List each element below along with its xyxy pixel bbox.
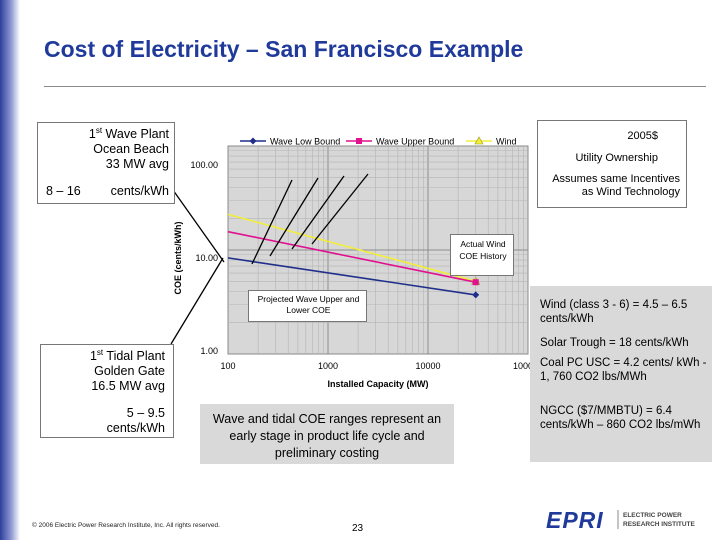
series-marker-0: [472, 291, 480, 299]
arrow-projected-4: [311, 173, 369, 245]
arrow-projected-2: [269, 177, 319, 257]
tidal-ordinal-suffix: st: [96, 347, 104, 357]
arrow-tidal: [170, 257, 224, 345]
arrows: [170, 173, 463, 345]
tidal-plant-callout: 1st Tidal Plant Golden Gate 16.5 MW avg …: [40, 344, 174, 438]
ranges-note-callout: Wave and tidal COE ranges represent an e…: [200, 404, 454, 464]
arrow-projected-3: [291, 175, 345, 250]
tidal-plant-capacity: 16.5 MW avg: [91, 379, 165, 393]
incentives-note: Assumes same Incentives as Wind Technolo…: [552, 173, 680, 198]
legend-label-0: Wave Low Bound: [270, 137, 340, 147]
x-tick-label-0: 100: [220, 361, 235, 371]
wave-plant-callout: 1st Wave Plant Ocean Beach 33 MW avg 8 –…: [37, 122, 175, 204]
wave-coe-unit: cents/kWh: [110, 184, 169, 198]
copyright-footer: © 2006 Electric Power Research Institute…: [32, 522, 220, 529]
chart-legend: Wave Low Bound Wave Upper Bound Wind: [240, 136, 517, 147]
series-line-1: [227, 230, 476, 284]
tidal-coe-range: 5 – 9.5: [126, 406, 165, 420]
ranges-note: Wave and tidal COE ranges represent an e…: [212, 412, 442, 460]
y-axis-label: COE (cents/kWh): [173, 221, 183, 294]
ownership-note: Utility Ownership: [575, 152, 658, 164]
wave-ordinal: 1: [88, 127, 96, 141]
y-tick-label-2: 100.00: [190, 160, 218, 170]
comparison-panel: Wind (class 3 - 6) = 4.5 – 6.5 cents/kWh…: [530, 286, 712, 462]
x-axis-label: Installed Capacity (MW): [327, 379, 428, 389]
legend-marker-2: [474, 136, 484, 145]
y-tick-label-1: 10.00: [195, 253, 218, 263]
title-divider: [44, 86, 706, 87]
projected-label: Projected Wave Upper and Lower COE: [257, 294, 360, 315]
comparison-ngcc: NGCC ($7/MMBTU) = 6.4 cents/kWh – 860 CO…: [540, 405, 701, 431]
legend-label-1: Wave Upper Bound: [376, 137, 454, 147]
sidebar-accent: [0, 0, 20, 540]
wave-plant-location: Ocean Beach: [93, 142, 169, 156]
tidal-ordinal: 1: [89, 349, 97, 363]
tidal-coe-unit: cents/kWh: [106, 421, 165, 435]
series-layer: [227, 213, 481, 299]
comparison-solar: Solar Trough = 18 cents/kWh: [540, 337, 689, 349]
page-number: 23: [352, 523, 364, 534]
wave-coe-range: 8 – 16: [46, 184, 81, 198]
x-tick-label-3: 100000: [513, 361, 543, 371]
comparison-coal: Coal PC USC = 4.2 cents/ kWh - 1, 760 CO…: [540, 357, 707, 383]
comparison-wind: Wind (class 3 - 6) = 4.5 – 6.5 cents/kWh: [540, 299, 688, 325]
tidal-plant-label: Tidal Plant: [103, 349, 165, 363]
currency-year: 2005$: [627, 130, 658, 142]
epri-logo: EPRI ELECTRIC POWER RESEARCH INSTITUTE: [546, 507, 696, 531]
logo-mark: EPRI: [546, 507, 604, 531]
logo-subtext-1: ELECTRIC POWER: [623, 512, 682, 519]
x-tick-label-2: 10000: [415, 361, 440, 371]
actual-wind-label: Actual Wind COE History: [459, 239, 507, 261]
arrow-projected-1: [251, 179, 293, 265]
legend-marker-0: [249, 137, 257, 145]
wave-ordinal-suffix: st: [95, 125, 103, 135]
y-tick-label-0: 1.00: [200, 346, 218, 356]
series-line-2: [227, 213, 476, 283]
assumptions-callout: 2005$ Utility Ownership Assumes same Inc…: [537, 120, 687, 208]
series-line-0: [227, 257, 476, 296]
legend-label-2: Wind: [496, 137, 517, 147]
wave-plant-name: 1st Wave Plant: [41, 125, 169, 142]
x-tick-label-1: 1000: [318, 361, 338, 371]
wave-plant-capacity: 33 MW avg: [105, 157, 169, 171]
series-marker-1: [472, 279, 479, 286]
arrow-wave-to-low: [172, 189, 225, 263]
page-title: Cost of Electricity – San Francisco Exam…: [44, 36, 524, 62]
actual-wind-callout: Actual Wind COE History: [450, 234, 514, 276]
tidal-plant-location: Golden Gate: [94, 364, 165, 378]
legend-marker-1: [356, 138, 362, 144]
wave-plant-label: Wave Plant: [102, 127, 169, 141]
logo-subtext-2: RESEARCH INSTITUTE: [623, 521, 696, 528]
tidal-plant-name: 1st Tidal Plant: [41, 347, 165, 364]
projected-callout: Projected Wave Upper and Lower COE: [248, 290, 367, 322]
